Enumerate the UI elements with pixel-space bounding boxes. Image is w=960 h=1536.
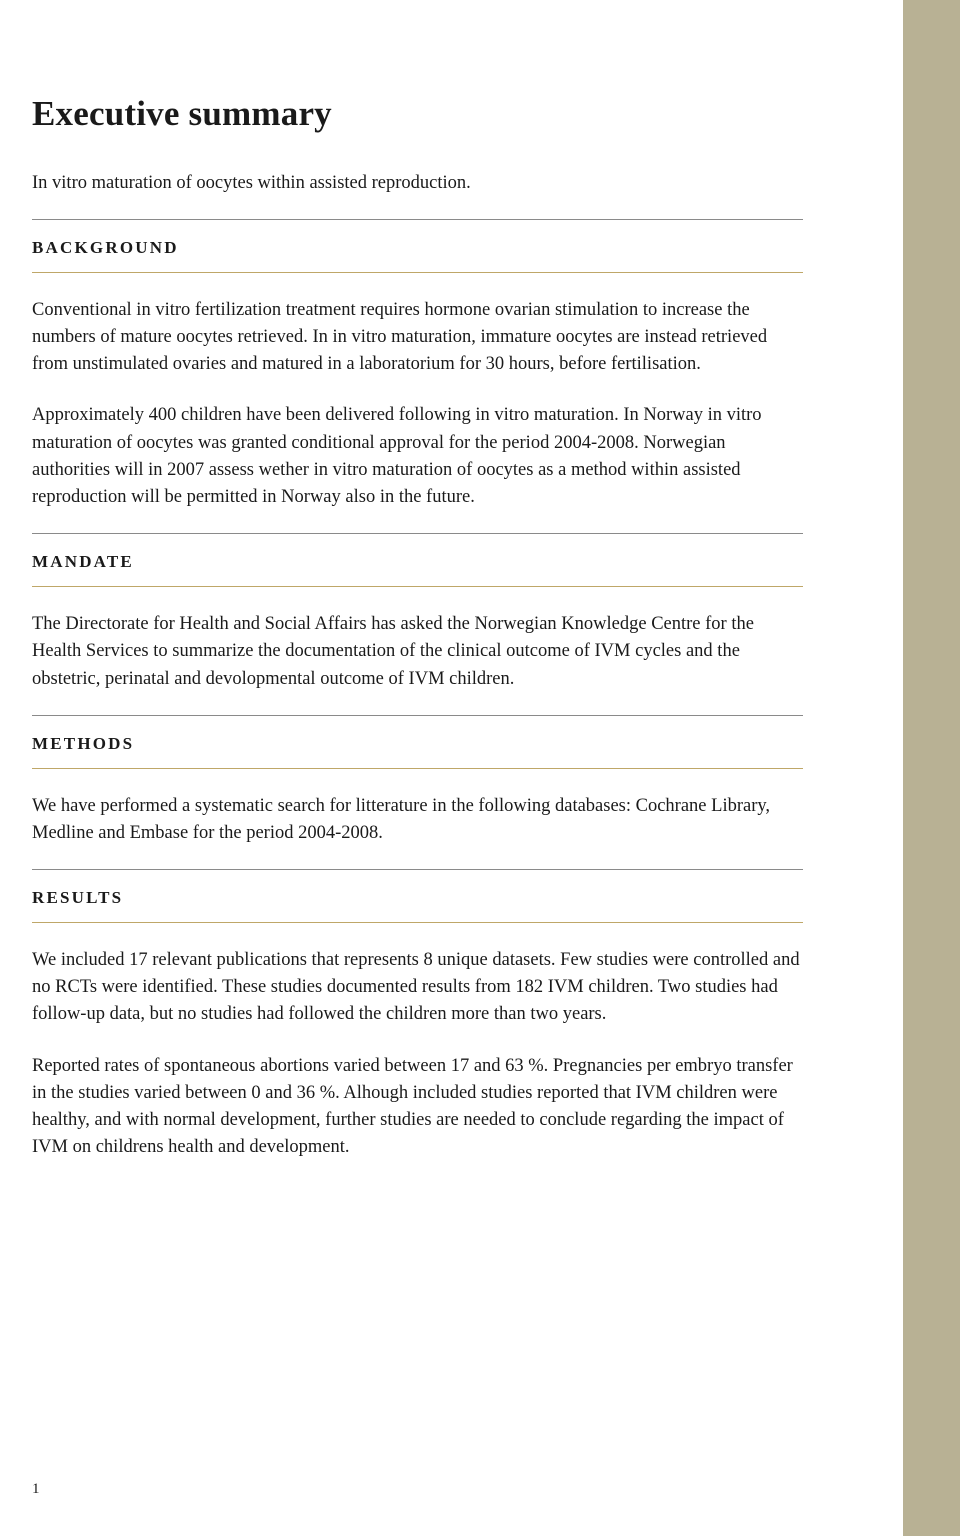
section-divider-bottom xyxy=(32,768,803,769)
section-background: BACKGROUND Conventional in vitro fertili… xyxy=(32,219,803,511)
section-divider-top xyxy=(32,219,803,220)
section-heading: METHODS xyxy=(32,734,803,754)
page-subtitle: In vitro maturation of oocytes within as… xyxy=(32,170,803,197)
section-heading: RESULTS xyxy=(32,888,803,908)
section-paragraph: We have performed a systematic search fo… xyxy=(32,793,803,847)
section-results: RESULTS We included 17 relevant publicat… xyxy=(32,869,803,1161)
section-divider-bottom xyxy=(32,922,803,923)
section-divider-bottom xyxy=(32,586,803,587)
page-number: 1 xyxy=(32,1481,40,1498)
section-paragraph: Conventional in vitro fertilization trea… xyxy=(32,297,803,379)
section-heading: BACKGROUND xyxy=(32,238,803,258)
section-paragraph: The Directorate for Health and Social Af… xyxy=(32,611,803,693)
section-divider-top xyxy=(32,869,803,870)
section-heading: MANDATE xyxy=(32,552,803,572)
section-divider-top xyxy=(32,715,803,716)
section-mandate: MANDATE The Directorate for Health and S… xyxy=(32,533,803,693)
section-paragraph: We included 17 relevant publications tha… xyxy=(32,947,803,1029)
section-divider-top xyxy=(32,533,803,534)
section-paragraph: Reported rates of spontaneous abortions … xyxy=(32,1053,803,1162)
section-methods: METHODS We have performed a systematic s… xyxy=(32,715,803,847)
document-page: Executive summary In vitro maturation of… xyxy=(0,0,903,1536)
page-title: Executive summary xyxy=(32,94,803,134)
section-paragraph: Approximately 400 children have been del… xyxy=(32,402,803,511)
section-divider-bottom xyxy=(32,272,803,273)
right-margin-bar xyxy=(903,0,960,1536)
